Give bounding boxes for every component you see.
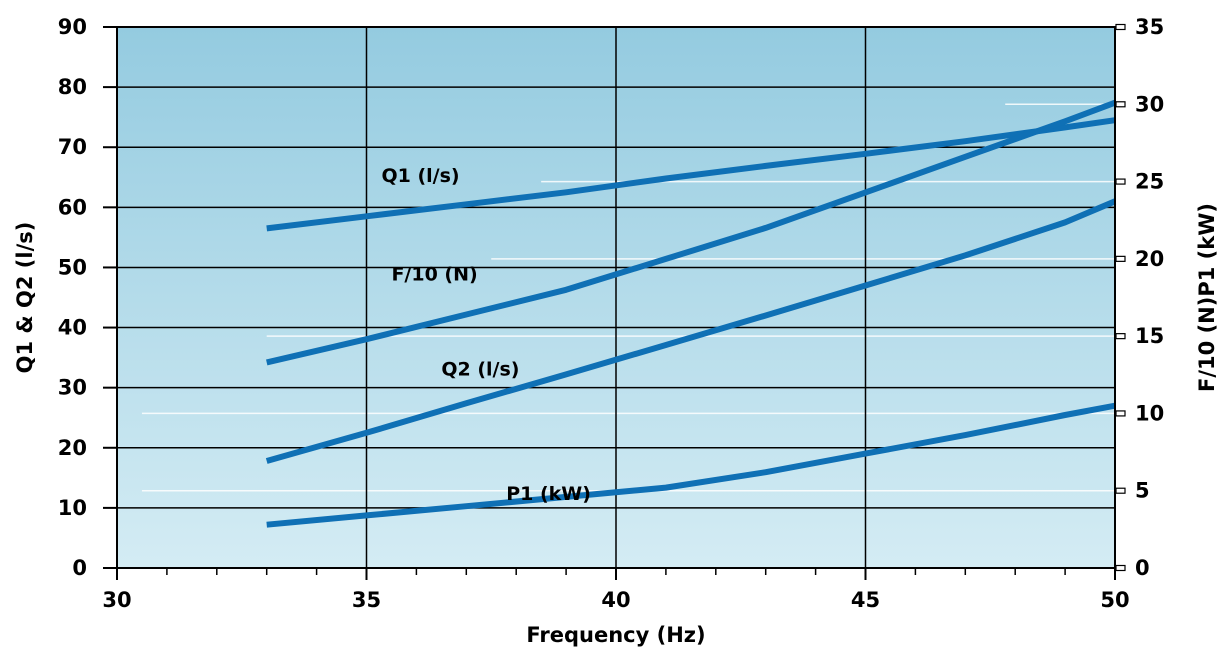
y-axis-left-title: Q1 & Q2 (l/s) xyxy=(13,222,37,374)
series-label: Q1 (l/s) xyxy=(381,165,459,187)
x-tick-label: 30 xyxy=(102,588,131,612)
y-right-tick-mark xyxy=(1115,410,1126,417)
y-right-tick-mark xyxy=(1115,178,1126,185)
series-label: Q2 (l/s) xyxy=(441,359,519,381)
y-left-tick-label: 20 xyxy=(58,436,87,460)
grid xyxy=(117,27,1115,568)
series-labels: Q1 (l/s) F/10 (N) Q2 (l/s) P1 (kW) xyxy=(381,165,590,505)
series-label: F/10 (N) xyxy=(391,263,477,285)
y-right-tick-mark xyxy=(1115,487,1126,494)
series-line xyxy=(265,198,1117,464)
series-line xyxy=(266,117,1116,232)
y-left-tick-label: 80 xyxy=(58,75,87,99)
y-right-tick-label: 20 xyxy=(1135,247,1164,271)
series-line xyxy=(266,402,1116,528)
y-right-tick-mark xyxy=(1115,255,1126,262)
left-axis-ticks: 0 10 20 30 40 50 60 70 80 90 xyxy=(58,15,117,580)
y-left-tick-label: 60 xyxy=(58,195,87,219)
series-lines xyxy=(265,99,1117,528)
x-axis-ticks: 30 35 40 45 50 xyxy=(102,568,1130,612)
y-right-tick-mark xyxy=(1115,101,1126,108)
y-right-tick-label: 0 xyxy=(1135,556,1150,580)
y-left-tick-label: 30 xyxy=(58,376,87,400)
y-left-tick-label: 50 xyxy=(58,255,87,279)
y-right-tick-mark xyxy=(1115,333,1126,340)
x-tick-label: 35 xyxy=(352,588,381,612)
y-axis-right-title: F/10 (N)P1 (kW) xyxy=(1195,203,1219,392)
x-axis-title: Frequency (Hz) xyxy=(526,623,705,647)
series-label: P1 (kW) xyxy=(506,483,591,505)
y-left-tick-label: 70 xyxy=(58,135,87,159)
y-left-tick-label: 10 xyxy=(58,496,87,520)
y-right-tick-label: 15 xyxy=(1135,324,1164,348)
y-left-tick-label: 90 xyxy=(58,15,87,39)
y-right-tick-label: 30 xyxy=(1135,92,1164,116)
y-right-tick-mark xyxy=(1115,23,1126,31)
y-right-tick-label: 10 xyxy=(1135,401,1164,425)
y-right-tick-label: 5 xyxy=(1135,479,1150,503)
x-tick-label: 45 xyxy=(851,588,880,612)
y-right-tick-label: 35 xyxy=(1135,15,1164,39)
x-tick-label: 50 xyxy=(1100,588,1129,612)
y-right-tick-label: 25 xyxy=(1135,170,1164,194)
series-line xyxy=(266,99,1117,366)
y-right-tick-mark xyxy=(1115,564,1126,572)
x-tick-label: 40 xyxy=(601,588,630,612)
y-left-tick-label: 40 xyxy=(58,316,87,340)
right-axis-ticks: 0 5 10 15 20 25 30 35 xyxy=(1115,15,1164,580)
y-left-tick-label: 0 xyxy=(72,556,87,580)
